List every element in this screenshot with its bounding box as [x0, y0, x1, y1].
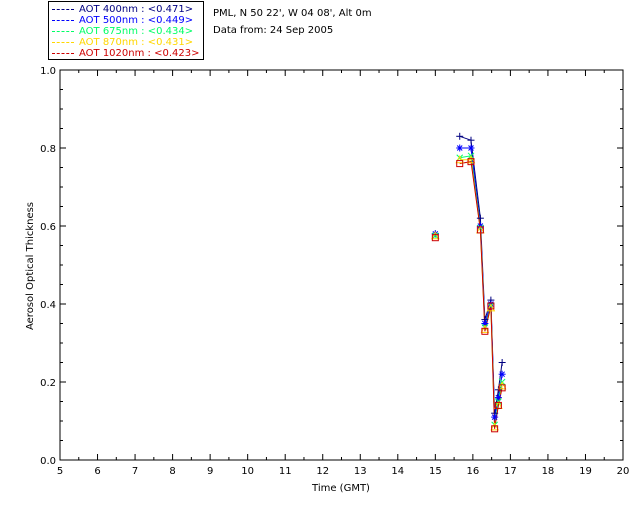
- y-tick-label: 0.2: [40, 378, 56, 389]
- data-point: [431, 232, 439, 240]
- legend-swatch-500nm: [52, 19, 74, 21]
- data-point: [494, 386, 502, 394]
- data-point: [498, 370, 506, 378]
- x-tick-label: 16: [466, 466, 479, 477]
- series-markers: [430, 132, 507, 433]
- y-tick-label: 0.8: [40, 144, 56, 155]
- data-point: [497, 381, 507, 390]
- plot-frame: [59, 69, 624, 461]
- series-line-2: [459, 155, 503, 425]
- data-point: [467, 136, 475, 144]
- series-line-1: [459, 147, 503, 418]
- legend-label-500nm: AOT 500nm : <0.449>: [79, 15, 194, 26]
- x-tick-label: 5: [57, 466, 63, 477]
- x-tick-label: 7: [132, 466, 138, 477]
- x-tick-label: 11: [279, 466, 292, 477]
- data-point: [466, 155, 476, 164]
- legend-label-675nm: AOT 675nm : <0.434>: [79, 26, 194, 37]
- legend-swatch-675nm: [52, 30, 74, 32]
- data-point: [456, 144, 464, 152]
- legend: AOT 400nm : <0.471> AOT 500nm : <0.449> …: [48, 1, 204, 60]
- legend-item-870nm: AOT 870nm : <0.431>: [52, 37, 204, 48]
- legend-item-500nm: AOT 500nm : <0.449>: [52, 15, 204, 26]
- legend-item-675nm: AOT 675nm : <0.434>: [52, 26, 204, 37]
- data-point: [467, 158, 475, 166]
- legend-swatch-400nm: [52, 8, 74, 10]
- data-point: [491, 425, 499, 433]
- data-point: [430, 231, 440, 240]
- data-point: [481, 327, 489, 335]
- x-tick-label: 8: [169, 466, 175, 477]
- x-tick-label: 12: [316, 466, 329, 477]
- data-point: [456, 160, 464, 168]
- legend-swatch-870nm: [52, 41, 74, 43]
- legend-label-1020nm: AOT 1020nm : <0.423>: [79, 48, 200, 59]
- data-point: [494, 401, 502, 409]
- y-tick-label: 0.4: [40, 300, 56, 311]
- series-line-4: [459, 161, 503, 429]
- legend-item-1020nm: AOT 1020nm : <0.423>: [52, 48, 204, 59]
- y-tick-label: 0.6: [40, 222, 56, 233]
- x-tick-label: 6: [94, 466, 100, 477]
- legend-label-870nm: AOT 870nm : <0.431>: [79, 37, 194, 48]
- y-axis-label: Aerosol Optical Thickness: [25, 202, 36, 330]
- site-info: PML, N 50 22', W 04 08', Alt 0m: [213, 8, 372, 19]
- data-point: [476, 226, 484, 234]
- legend-label-400nm: AOT 400nm : <0.471>: [79, 4, 194, 15]
- series-line-3: [459, 159, 503, 427]
- date-info: Data from: 24 Sep 2005: [213, 25, 334, 36]
- data-point: [487, 302, 495, 310]
- data-point: [490, 422, 499, 431]
- data-point: [498, 384, 506, 392]
- data-point: [494, 394, 502, 402]
- data-point: [480, 324, 490, 333]
- data-point: [476, 214, 484, 222]
- x-tick-label: 9: [207, 466, 213, 477]
- x-tick-label: 10: [241, 466, 254, 477]
- x-tick-label: 19: [579, 466, 592, 477]
- data-point: [486, 303, 496, 312]
- x-tick-label: 17: [504, 466, 517, 477]
- legend-swatch-1020nm: [52, 52, 74, 54]
- x-tick-label: 18: [542, 466, 555, 477]
- x-tick-label: 15: [429, 466, 442, 477]
- series-line-0: [459, 135, 503, 414]
- x-tick-label: 14: [391, 466, 404, 477]
- data-point: [456, 132, 464, 140]
- data-point: [431, 234, 439, 242]
- x-tick-label: 13: [354, 466, 367, 477]
- x-tick-label: 20: [617, 466, 630, 477]
- data-point: [498, 359, 506, 366]
- series-lines: [459, 135, 503, 429]
- x-axis-label: Time (GMT): [311, 483, 370, 494]
- y-tick-label: 1.0: [40, 66, 56, 77]
- data-point: [491, 413, 499, 421]
- data-point: [467, 144, 475, 152]
- data-point: [455, 155, 465, 164]
- y-tick-label: 0.0: [40, 456, 56, 467]
- legend-item-400nm: AOT 400nm : <0.471>: [52, 4, 204, 15]
- axes: 5 6 7 8 9 10 11 12 13 14 15 16 17 18 19 20 0.0 0.2 0.4 0.6 0…: [40, 66, 629, 477]
